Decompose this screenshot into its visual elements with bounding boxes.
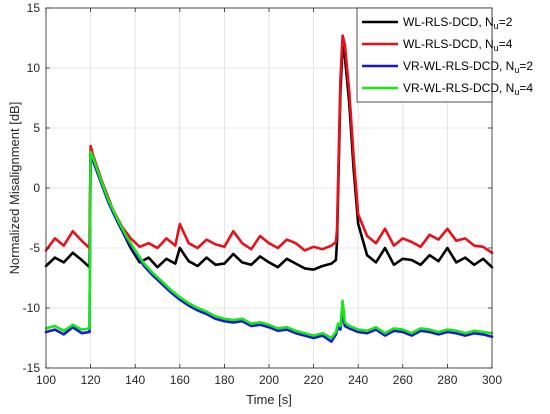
x-tick-label: 280 [437,373,457,387]
legend: WL-RLS-DCD, Nu=2 WL-RLS-DCD, Nu=4 VR-WL-RL… [356,7,533,103]
x-tick-label: 200 [259,373,279,387]
axis-ticks: 100 120 140 160 180 200 220 240 260 280 300-15-10-… [23,1,503,387]
x-tick-label: 260 [393,373,413,387]
y-tick-label: -5 [29,241,40,255]
y-tick-label: 10 [27,61,41,75]
legend-label: WL-RLS-DCD, Nu=4 [403,37,513,53]
y-axis-title: Normalized Misalignment [dB] [7,102,22,275]
x-tick-label: 140 [125,373,145,387]
x-tick-label: 120 [81,373,101,387]
y-tick-label: -10 [23,301,41,315]
x-tick-label: 160 [170,373,190,387]
legend-label: VR-WL-RLS-DCD, Nu=4 [403,81,533,97]
x-tick-label: 100 [36,373,56,387]
y-tick-label: 0 [33,181,40,195]
legend-box [356,7,493,103]
y-tick-label: 5 [33,121,40,135]
y-tick-label: 15 [27,1,41,15]
legend-label: VR-WL-RLS-DCD, Nu=2 [403,59,533,75]
y-tick-label: -15 [23,361,41,375]
legend-label: WL-RLS-DCD, Nu=2 [403,15,513,31]
x-tick-label: 240 [348,373,368,387]
x-axis-title: Time [s] [246,392,292,407]
x-tick-label: 180 [214,373,234,387]
series-lines [44,34,494,343]
x-tick-label: 220 [304,373,324,387]
series-line-4 [44,150,494,340]
x-tick-label: 300 [482,373,502,387]
